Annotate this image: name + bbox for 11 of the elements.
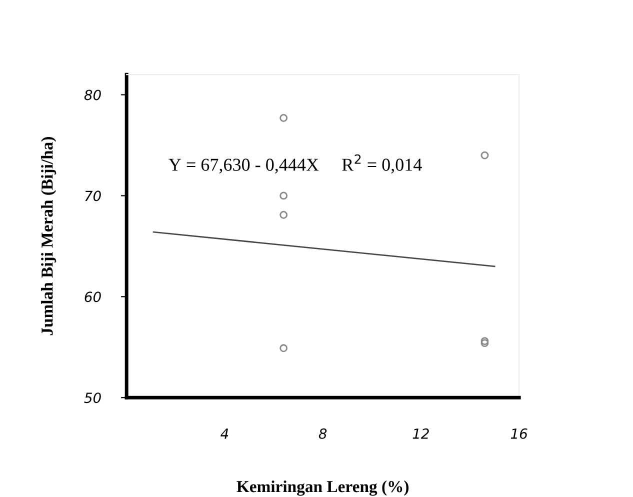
annotation: Y = 67,630 - 0,444X R$^{2}$ = 0,014 bbox=[168, 154, 422, 174]
x-tick-label: 16 bbox=[510, 428, 528, 439]
y-tick-label: 70 bbox=[85, 190, 101, 202]
y-tick-label: 50 bbox=[84, 392, 101, 404]
y-axis-title: Jumlah Biji Merah (Biji/ha) bbox=[41, 137, 56, 336]
x-tick-label: 12 bbox=[412, 428, 429, 439]
x-tick-label: 8 bbox=[318, 428, 327, 439]
y-tick-label: 60 bbox=[84, 292, 101, 302]
x-axis-title: Kemiringan Lereng (%) bbox=[236, 480, 409, 496]
x-tick-label: 4 bbox=[220, 428, 228, 439]
y-tick-label: 80 bbox=[84, 90, 101, 100]
